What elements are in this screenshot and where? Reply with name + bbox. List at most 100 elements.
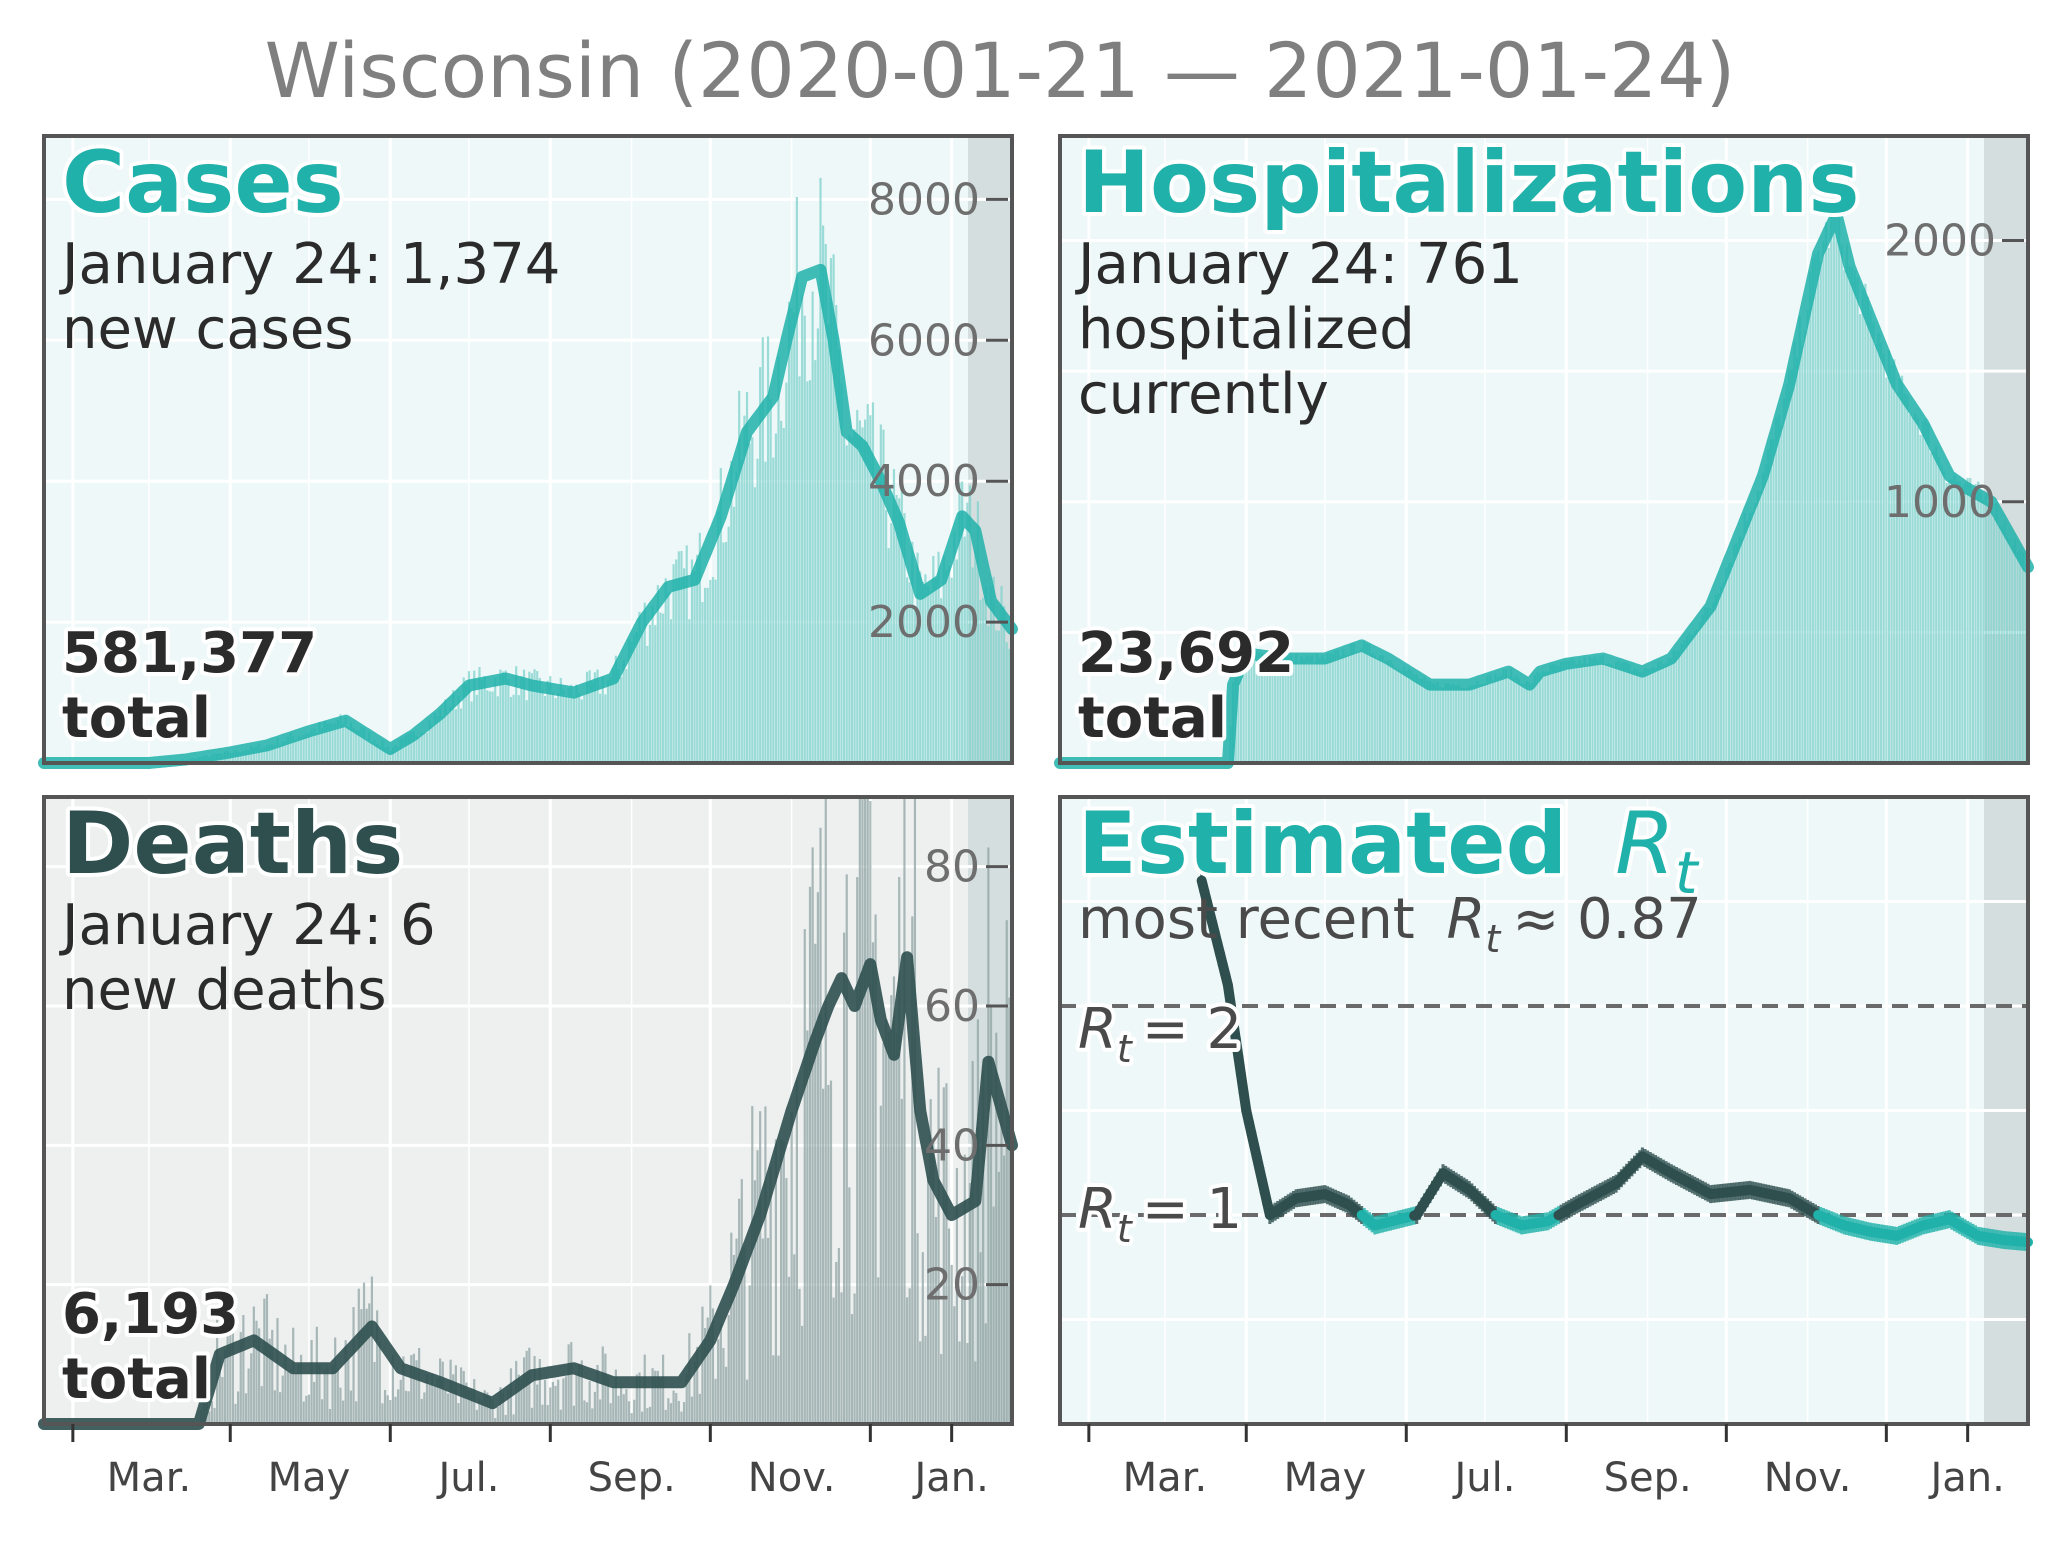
daily-bar bbox=[682, 1402, 686, 1424]
daily-bar bbox=[1499, 675, 1502, 763]
daily-bar bbox=[908, 1288, 911, 1424]
daily-bar bbox=[575, 1373, 578, 1424]
daily-bar bbox=[635, 1374, 638, 1424]
daily-bar bbox=[488, 691, 492, 763]
daily-bar bbox=[452, 690, 455, 763]
daily-bar bbox=[299, 1354, 303, 1424]
daily-bar bbox=[554, 1385, 557, 1424]
daily-bar bbox=[856, 409, 859, 763]
daily-bar bbox=[761, 337, 764, 763]
y-tick-label: 6000 bbox=[868, 315, 980, 366]
daily-bar bbox=[431, 1373, 434, 1424]
daily-bar bbox=[349, 722, 353, 763]
daily-bar bbox=[945, 569, 948, 763]
daily-bar bbox=[1651, 666, 1654, 763]
daily-bar bbox=[538, 1358, 541, 1424]
daily-bar bbox=[570, 684, 573, 763]
daily-bar bbox=[397, 1389, 400, 1424]
daily-bar bbox=[806, 381, 809, 763]
daily-bar bbox=[1000, 1100, 1003, 1424]
daily-bar bbox=[1544, 671, 1547, 763]
daily-bar bbox=[273, 1390, 276, 1424]
daily-bar bbox=[281, 741, 284, 763]
daily-bar bbox=[748, 1285, 751, 1424]
daily-bar bbox=[567, 1344, 570, 1424]
daily-bar bbox=[992, 1206, 995, 1424]
daily-bar bbox=[940, 598, 943, 763]
daily-bar bbox=[1890, 365, 1893, 763]
daily-bar bbox=[507, 1389, 510, 1424]
daily-bar bbox=[840, 1292, 843, 1424]
daily-bar bbox=[562, 688, 565, 763]
daily-bar bbox=[921, 581, 924, 763]
daily-bar bbox=[740, 459, 743, 763]
daily-bar bbox=[276, 1318, 279, 1424]
daily-bar bbox=[1712, 602, 1715, 763]
daily-bar bbox=[588, 670, 591, 763]
daily-bar bbox=[229, 1326, 232, 1424]
daily-bar bbox=[341, 723, 345, 763]
daily-bar bbox=[688, 619, 691, 763]
daily-bar bbox=[1515, 675, 1518, 763]
daily-bar bbox=[814, 943, 817, 1424]
daily-bar bbox=[924, 574, 927, 763]
daily-bar bbox=[389, 1400, 392, 1424]
daily-bar bbox=[213, 1407, 216, 1424]
daily-bar bbox=[536, 671, 539, 763]
daily-bar bbox=[2003, 521, 2006, 763]
deaths-subtitle-line2: new deaths bbox=[62, 958, 387, 1023]
y-tick-label: 60 bbox=[924, 981, 980, 1032]
daily-bar bbox=[428, 720, 431, 763]
daily-bar bbox=[1271, 655, 1274, 763]
daily-bar bbox=[1428, 681, 1431, 763]
daily-bar bbox=[1738, 535, 1741, 763]
rt-title-word: Estimated bbox=[1078, 794, 1567, 894]
daily-bar bbox=[381, 739, 384, 763]
rt-ref1-symbol: R bbox=[1078, 1177, 1117, 1242]
x-tick-label: Sep. bbox=[588, 1455, 676, 1501]
daily-bar bbox=[1630, 670, 1633, 763]
daily-bar bbox=[955, 559, 959, 763]
daily-bar bbox=[512, 1414, 515, 1424]
daily-bar bbox=[947, 1228, 951, 1424]
daily-bar bbox=[848, 434, 851, 763]
daily-bar bbox=[1859, 314, 1862, 763]
daily-bar bbox=[467, 1390, 471, 1424]
rt-subtitle-prefix: most recent bbox=[1078, 887, 1415, 952]
daily-bar bbox=[533, 1356, 536, 1424]
daily-bar bbox=[638, 611, 641, 763]
daily-bar bbox=[1911, 416, 1914, 763]
daily-bar bbox=[1465, 687, 1468, 763]
daily-bar bbox=[260, 1386, 263, 1424]
rt-title-symbol: R bbox=[1615, 794, 1675, 894]
daily-bar bbox=[1415, 674, 1418, 763]
daily-bar bbox=[362, 727, 366, 763]
daily-bar bbox=[263, 1298, 266, 1424]
daily-bar bbox=[1612, 666, 1615, 763]
daily-bar bbox=[486, 690, 489, 763]
daily-bar bbox=[1670, 657, 1673, 763]
daily-bar bbox=[1722, 582, 1725, 763]
daily-bar bbox=[756, 458, 759, 763]
daily-bar bbox=[630, 641, 633, 763]
deaths-smoothed-line bbox=[38, 951, 1018, 1430]
daily-bar bbox=[861, 427, 864, 763]
daily-bar bbox=[756, 1150, 759, 1424]
daily-bar bbox=[895, 494, 898, 763]
daily-bar bbox=[780, 420, 783, 763]
daily-bar bbox=[1793, 341, 1796, 763]
daily-bar bbox=[863, 797, 867, 1424]
daily-bar bbox=[617, 1395, 620, 1424]
daily-bar bbox=[1321, 655, 1324, 763]
daily-bar bbox=[1649, 669, 1652, 763]
daily-bar bbox=[591, 681, 594, 763]
daily-bar bbox=[974, 1361, 977, 1424]
daily-bar bbox=[557, 1379, 560, 1424]
daily-bar bbox=[850, 1314, 854, 1424]
daily-bar bbox=[588, 1381, 591, 1424]
daily-bar bbox=[717, 1339, 720, 1424]
daily-bar bbox=[714, 1378, 717, 1424]
panel-rt: Estimated Rt most recent Rt ≈ 0.87 Rt = 2 … bbox=[1058, 790, 2033, 1426]
daily-bar bbox=[740, 1179, 743, 1424]
daily-bar bbox=[803, 929, 806, 1424]
